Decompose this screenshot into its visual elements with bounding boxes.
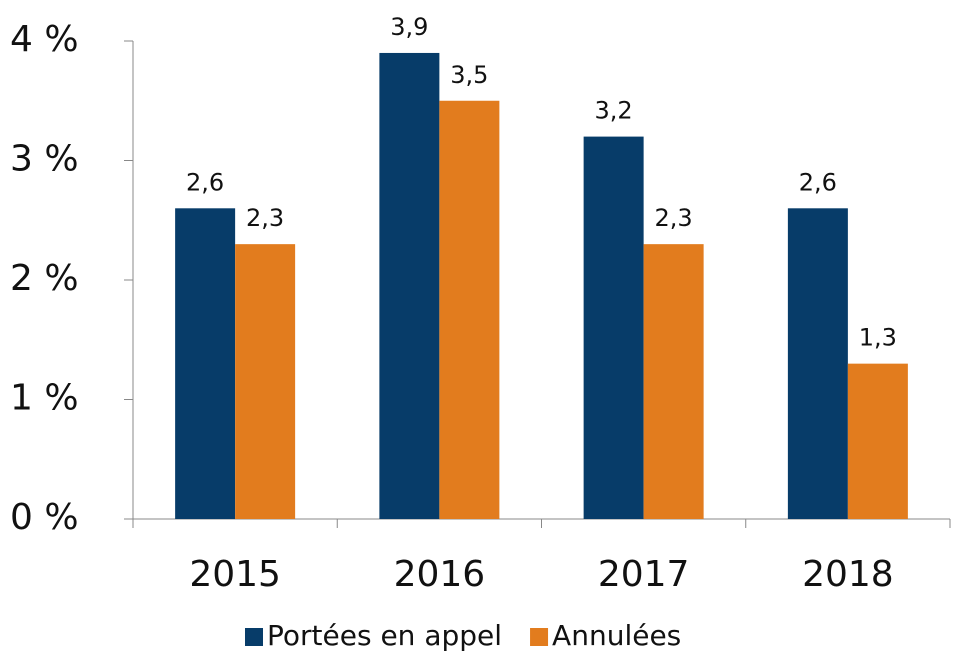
legend-swatch bbox=[530, 628, 549, 646]
value-label: 3,2 bbox=[595, 97, 633, 125]
bar bbox=[235, 244, 296, 519]
value-label: 3,5 bbox=[450, 61, 488, 89]
y-tick-label: 2 % bbox=[10, 258, 79, 299]
bar bbox=[439, 100, 500, 519]
bar bbox=[175, 208, 236, 520]
value-label: 3,9 bbox=[390, 13, 428, 41]
y-tick-label: 4 % bbox=[10, 19, 79, 60]
y-tick-label: 3 % bbox=[10, 139, 79, 180]
bar bbox=[583, 136, 644, 519]
legend-swatch bbox=[245, 628, 263, 646]
x-tick-label: 2015 bbox=[189, 554, 281, 595]
y-tick-label: 0 % bbox=[10, 497, 79, 538]
x-tick-label: 2018 bbox=[802, 554, 894, 595]
value-label: 2,3 bbox=[655, 204, 693, 232]
bar bbox=[379, 52, 440, 519]
y-tick-label: 1 % bbox=[10, 378, 79, 419]
bar bbox=[643, 244, 704, 519]
legend-label: Portées en appel bbox=[267, 619, 502, 652]
value-label: 2,6 bbox=[186, 168, 224, 196]
bar bbox=[787, 208, 848, 520]
value-label: 1,3 bbox=[859, 324, 897, 352]
legend-label: Annulées bbox=[552, 619, 681, 652]
x-tick-label: 2017 bbox=[598, 554, 690, 595]
value-label: 2,3 bbox=[246, 204, 284, 232]
bar bbox=[847, 363, 908, 519]
value-label: 2,6 bbox=[799, 168, 837, 196]
x-tick-label: 2016 bbox=[394, 554, 486, 595]
